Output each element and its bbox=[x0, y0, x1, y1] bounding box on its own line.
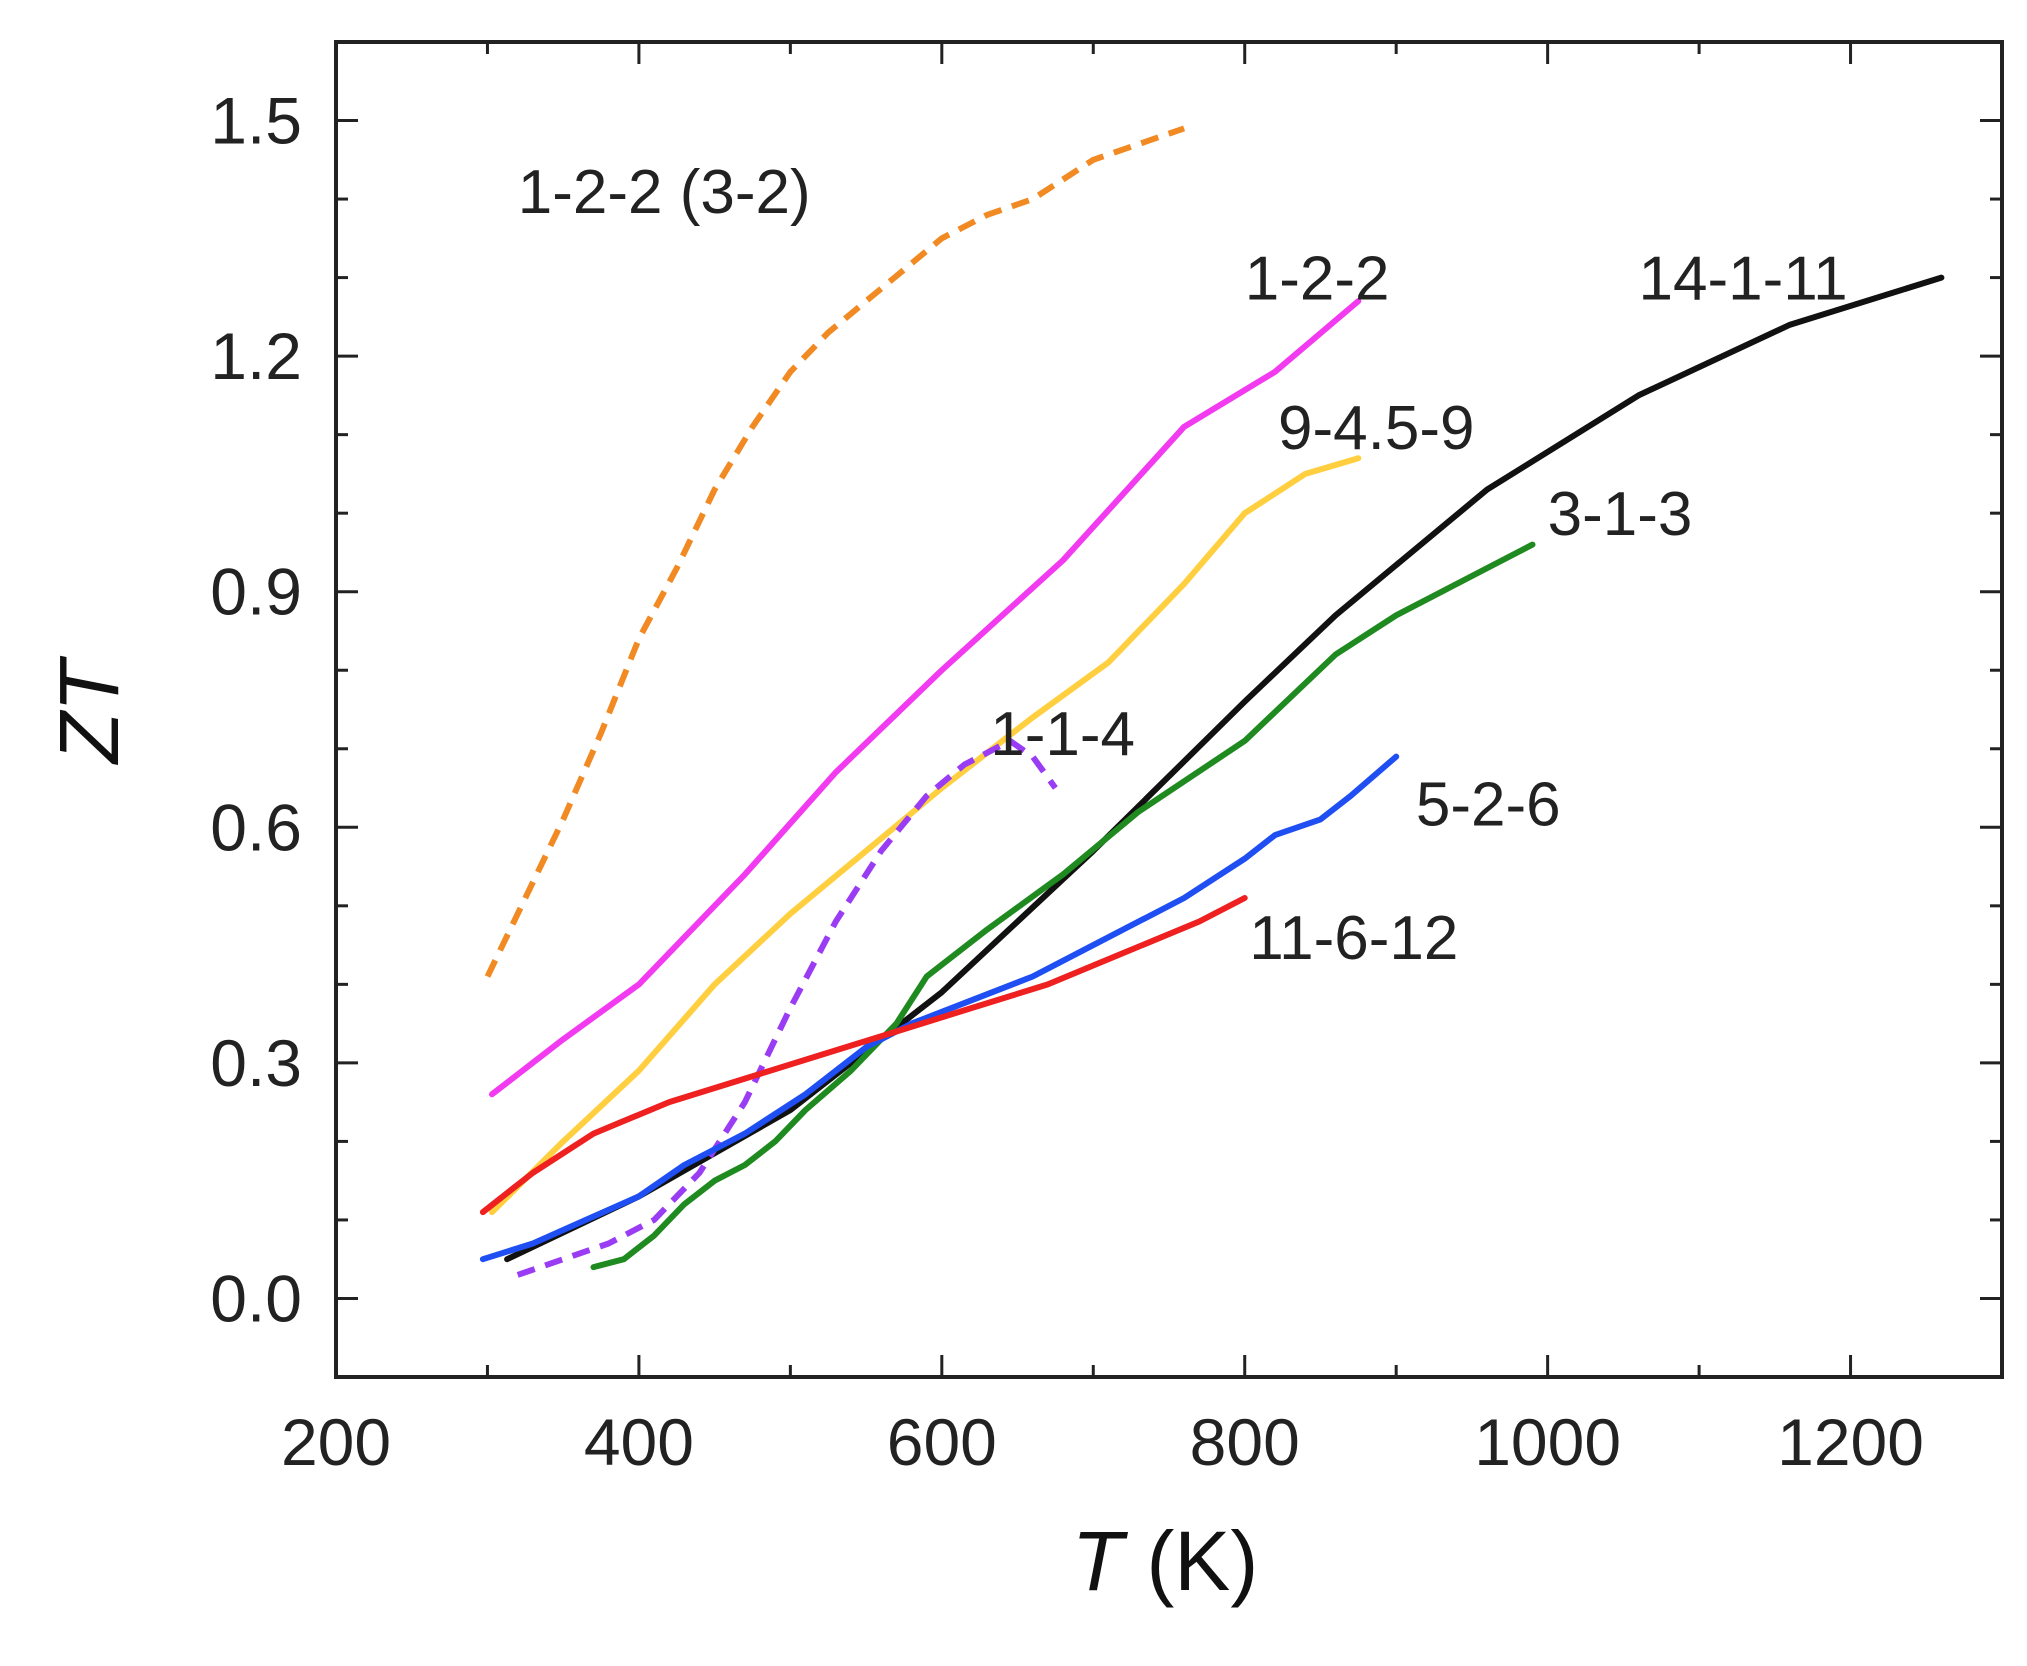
series-label-11-6-12: 11-6-12 bbox=[1249, 904, 1458, 973]
tick-labels: 200 400 600 800 1000 1200 0.0 0.3 0.6 0.9 1.2 1.5 bbox=[210, 84, 1924, 1479]
series-label-1-2-2-3-2: 1-2-2 (3-2) bbox=[518, 158, 811, 227]
series-line-5-2-6 bbox=[479, 753, 1400, 1263]
series-label-9-4-5-9: 9-4.5-9 bbox=[1278, 394, 1474, 463]
series-line-14-1-11 bbox=[504, 274, 1945, 1263]
series-label-1-1-4: 1-1-4 bbox=[990, 700, 1135, 769]
x-axis-unit: (K) bbox=[1123, 1514, 1258, 1608]
series-label-1-2-2: 1-2-2 bbox=[1245, 245, 1390, 314]
axis-ticks bbox=[334, 40, 2004, 1379]
y-tick-label: 0.0 bbox=[210, 1261, 302, 1335]
y-tick-label: 0.3 bbox=[210, 1026, 302, 1100]
x-tick-label: 1000 bbox=[1474, 1405, 1621, 1479]
y-tick-label: 0.9 bbox=[210, 555, 302, 629]
y-tick-label: 1.2 bbox=[210, 319, 302, 393]
series-line-1-2-2-3-2 bbox=[484, 125, 1186, 978]
x-tick-label: 800 bbox=[1190, 1405, 1300, 1479]
x-axis-title: T (K) bbox=[1072, 1514, 1259, 1608]
series-line-11-6-12 bbox=[479, 895, 1248, 1216]
series-label-14-1-11: 14-1-11 bbox=[1639, 245, 1848, 314]
x-tick-label: 1200 bbox=[1777, 1405, 1924, 1479]
series-label-3-1-3: 3-1-3 bbox=[1548, 480, 1693, 549]
series-label-5-2-6: 5-2-6 bbox=[1416, 771, 1561, 840]
series-line-1-2-2 bbox=[489, 298, 1362, 1098]
x-tick-label: 400 bbox=[584, 1405, 694, 1479]
series-lines bbox=[479, 125, 1945, 1278]
x-axis-variable: T bbox=[1072, 1514, 1129, 1608]
plot-frame bbox=[334, 40, 2004, 1379]
x-tick-label: 200 bbox=[281, 1405, 391, 1479]
y-axis-title: ZT bbox=[42, 655, 136, 765]
y-tick-label: 0.6 bbox=[210, 790, 302, 864]
series-line-3-1-3 bbox=[590, 541, 1536, 1271]
y-tick-label: 1.5 bbox=[210, 84, 302, 158]
x-tick-label: 600 bbox=[887, 1405, 997, 1479]
series-line-1-1-4 bbox=[516, 737, 1058, 1278]
series-line-9-4-5-9 bbox=[489, 455, 1362, 1216]
series-labels: 1-2-2 (3-2) 1-2-2 9-4.5-9 14-1-11 3-1-3 1-1-4… bbox=[518, 158, 1848, 973]
